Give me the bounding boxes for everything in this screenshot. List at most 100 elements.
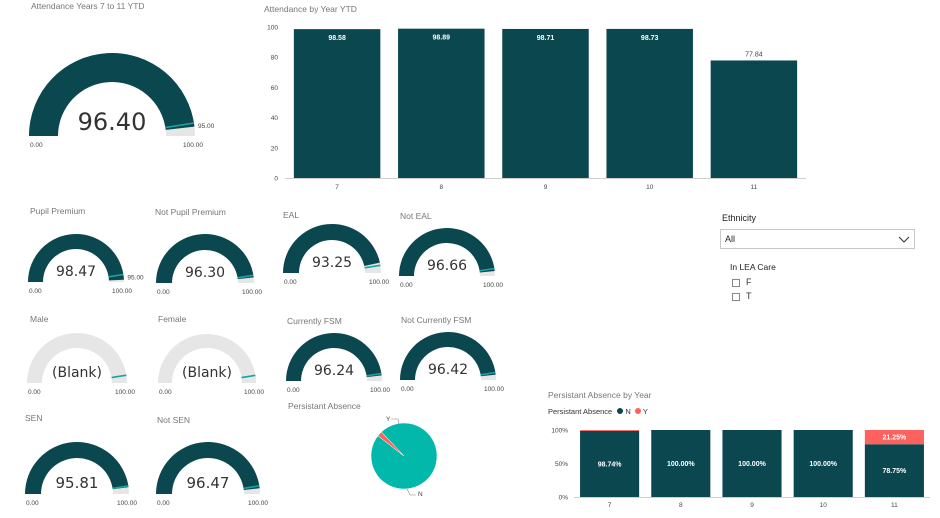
ethnicity-slicer: Ethnicity All (720, 210, 916, 255)
pie-label-y: Y (386, 416, 391, 423)
gauge-target-label: 95.00 (198, 123, 215, 130)
gauge-max-label: 100.00 (115, 389, 135, 396)
lea-care-option-t[interactable]: T (732, 289, 830, 303)
gauge-target-marker (165, 122, 195, 129)
stacked-bar-segment[interactable] (793, 430, 853, 497)
legend-swatch-n (617, 408, 624, 414)
y-tick-label: 40 (271, 115, 279, 122)
gauge-fill (156, 234, 254, 283)
bar[interactable] (502, 28, 589, 178)
persistant-absence-by-year-chart: Persistant Absence by Year Persistant Ab… (540, 385, 940, 518)
chart-title: Persistant Absence (288, 401, 361, 411)
gauge-value: 96.47 (187, 474, 230, 492)
gauge-max-label: 100.00 (370, 387, 390, 394)
gauge-target-marker (112, 485, 129, 490)
chart-title: Attendance by Year YTD (264, 4, 357, 14)
gauge-max-label: 100.00 (244, 389, 264, 396)
gauge-not-eal: Not EAL 96.66 0.00 100.00 (370, 200, 520, 300)
bar-value-label: 78.75% (883, 468, 908, 475)
gauge-max-label: 100.00 (117, 500, 137, 507)
gauge-title: Pupil Premium (30, 206, 86, 216)
bar[interactable] (293, 29, 381, 179)
x-tick-label: 10 (646, 184, 654, 191)
gauge-title: Not SEN (157, 415, 191, 425)
checkbox[interactable] (732, 292, 740, 301)
gauge-female: Female (Blank) 0.00 100.00 (130, 310, 280, 410)
gauge-track (27, 333, 127, 383)
gauge-fill (399, 228, 495, 276)
gauge-value: (Blank) (52, 365, 102, 381)
gauge-title: Currently FSM (287, 316, 342, 326)
bar-value-label: 77.84 (745, 51, 763, 58)
gauge-title: Male (30, 314, 49, 324)
x-tick-label: 8 (439, 184, 443, 191)
ethnicity-dropdown[interactable]: All (720, 229, 915, 249)
stacked-bar-segment[interactable] (580, 430, 640, 497)
gauge-title: Not EAL (400, 211, 432, 221)
gauge-value: 98.47 (56, 264, 96, 280)
x-tick-label: 7 (335, 184, 339, 191)
y-tick-label: 60 (271, 85, 279, 92)
gauge-value: 96.24 (314, 363, 354, 379)
stacked-bar-segment[interactable] (580, 430, 640, 431)
option-label: F (746, 277, 752, 287)
pie-leader-line (391, 418, 400, 426)
checkbox[interactable] (732, 278, 740, 287)
gauge-fill (25, 442, 129, 494)
gauge-track (158, 334, 256, 383)
y-tick-label: 0% (559, 495, 569, 502)
gauge-min-label: 0.00 (159, 389, 172, 396)
gauge-title: SEN (25, 413, 43, 423)
gauge-max-label: 100.00 (183, 142, 203, 149)
gauge-title: Not Currently FSM (401, 315, 472, 325)
lea-care-option-f[interactable]: F (732, 275, 830, 289)
gauge-value: 96.66 (427, 258, 467, 274)
stacked-bar-segment[interactable] (651, 430, 711, 497)
persistant-absence-pie: Persistant Absence Y N (280, 395, 480, 515)
gauge-max-label: 100.00 (248, 500, 268, 507)
gauge-value: 93.25 (312, 255, 352, 271)
chevron-down-icon (898, 236, 910, 243)
bar[interactable] (710, 60, 798, 178)
y-tick-label: 50% (555, 461, 568, 468)
gauge-min-label: 0.00 (30, 142, 43, 149)
gauge-target-label: 95.00 (127, 274, 144, 281)
y-tick-label: 100% (551, 428, 568, 435)
bar[interactable] (398, 28, 485, 178)
gauge-title: Attendance Years 7 to 11 YTD (31, 1, 145, 11)
gauge-fill (29, 53, 195, 137)
y-tick-label: 80 (271, 55, 279, 62)
bar-value-label: 100.00% (738, 461, 766, 468)
chart-title: Persistant Absence by Year (548, 390, 652, 400)
bar-value-label: 98.73 (641, 35, 659, 42)
pie-slice[interactable] (377, 431, 405, 457)
bar-value-label: 100.00% (667, 461, 695, 468)
gauge-title: Female (158, 314, 187, 324)
gauge-title: Not Pupil Premium (155, 207, 226, 217)
gauge-fill (286, 332, 382, 381)
gauge-min-label: 0.00 (287, 387, 300, 394)
x-tick-label: 7 (608, 502, 612, 509)
gauge-min-label: 0.00 (284, 279, 297, 286)
gauge-fill (28, 233, 124, 282)
stacked-bar-segment[interactable] (722, 430, 782, 497)
ethnicity-dropdown-value: All (725, 234, 736, 244)
legend-swatch-y (634, 408, 641, 414)
gauge-max-label: 100.00 (484, 386, 504, 393)
bar-value-label: 98.74% (598, 461, 623, 468)
gauge-value: (Blank) (182, 365, 232, 381)
pie-label-n: N (418, 491, 423, 498)
gauge-max-label: 100.00 (369, 279, 389, 286)
gauge-min-label: 0.00 (400, 282, 413, 289)
gauge-min-label: 0.00 (157, 289, 170, 296)
gauge-value: 96.42 (428, 362, 468, 378)
gauge-min-label: 0.00 (401, 386, 414, 393)
bar[interactable] (606, 28, 693, 179)
gauge-min-label: 0.00 (28, 389, 41, 396)
x-tick-label: 11 (891, 502, 898, 509)
stacked-bar-segment[interactable] (864, 430, 924, 445)
gauge-target-marker (364, 264, 381, 269)
y-tick-label: 100 (267, 25, 278, 32)
stacked-bar-segment[interactable] (864, 444, 924, 497)
gauge-target-marker (111, 374, 127, 379)
